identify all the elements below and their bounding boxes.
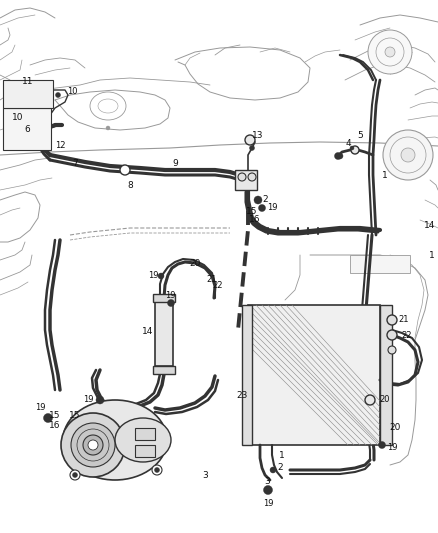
Text: 2: 2 bbox=[277, 464, 283, 472]
Text: 12: 12 bbox=[55, 141, 65, 149]
Circle shape bbox=[258, 205, 265, 212]
Bar bbox=[135, 445, 155, 457]
Circle shape bbox=[350, 146, 354, 150]
Text: 19: 19 bbox=[148, 271, 158, 279]
Circle shape bbox=[337, 153, 343, 159]
Circle shape bbox=[368, 30, 412, 74]
Text: 14: 14 bbox=[424, 221, 436, 230]
Text: 20: 20 bbox=[189, 259, 201, 268]
Bar bbox=[235, 170, 257, 190]
Circle shape bbox=[83, 435, 103, 455]
Text: 21: 21 bbox=[207, 276, 217, 285]
Circle shape bbox=[365, 395, 375, 405]
Text: 16: 16 bbox=[249, 215, 261, 224]
Bar bbox=[350, 255, 410, 273]
Text: 23: 23 bbox=[237, 391, 247, 400]
Bar bbox=[242, 305, 252, 445]
Text: 20: 20 bbox=[389, 424, 401, 432]
Text: 1: 1 bbox=[429, 251, 435, 260]
Text: 4: 4 bbox=[345, 139, 351, 148]
Circle shape bbox=[88, 440, 98, 450]
Circle shape bbox=[401, 148, 415, 162]
Text: 20: 20 bbox=[380, 395, 390, 405]
Circle shape bbox=[106, 126, 110, 130]
Circle shape bbox=[378, 441, 385, 448]
Text: 8: 8 bbox=[127, 181, 133, 190]
Ellipse shape bbox=[63, 400, 167, 480]
Circle shape bbox=[155, 467, 159, 472]
Text: 19: 19 bbox=[83, 395, 93, 405]
Text: 1: 1 bbox=[279, 450, 285, 459]
Circle shape bbox=[270, 467, 276, 473]
Circle shape bbox=[245, 135, 255, 145]
Text: 15: 15 bbox=[246, 207, 258, 216]
Circle shape bbox=[70, 470, 80, 480]
Text: 16: 16 bbox=[49, 421, 61, 430]
Text: 6: 6 bbox=[24, 125, 30, 134]
Circle shape bbox=[73, 472, 78, 478]
Circle shape bbox=[387, 315, 397, 325]
Text: 19: 19 bbox=[263, 498, 273, 507]
Circle shape bbox=[387, 330, 397, 340]
Circle shape bbox=[238, 173, 246, 181]
Text: 22: 22 bbox=[213, 281, 223, 290]
Circle shape bbox=[96, 396, 104, 404]
Circle shape bbox=[250, 146, 254, 150]
Text: 21: 21 bbox=[399, 316, 409, 325]
Bar bbox=[135, 428, 155, 440]
Circle shape bbox=[152, 465, 162, 475]
Circle shape bbox=[71, 423, 115, 467]
Text: 19: 19 bbox=[387, 443, 397, 453]
Text: 13: 13 bbox=[252, 131, 264, 140]
Bar bbox=[248, 305, 380, 445]
Text: 19: 19 bbox=[267, 204, 277, 213]
Text: 10: 10 bbox=[12, 112, 24, 122]
Bar bbox=[155, 298, 173, 366]
Text: 14: 14 bbox=[142, 327, 154, 336]
Text: 19: 19 bbox=[165, 290, 175, 300]
Circle shape bbox=[167, 300, 174, 306]
Bar bbox=[153, 366, 175, 374]
Text: 22: 22 bbox=[402, 330, 412, 340]
Circle shape bbox=[351, 146, 359, 154]
Circle shape bbox=[388, 346, 396, 354]
Text: 15: 15 bbox=[49, 410, 61, 419]
Circle shape bbox=[158, 273, 164, 279]
Circle shape bbox=[43, 414, 53, 423]
Circle shape bbox=[385, 47, 395, 57]
Text: 2: 2 bbox=[262, 196, 268, 205]
Circle shape bbox=[248, 173, 256, 181]
Circle shape bbox=[61, 413, 125, 477]
Text: 15: 15 bbox=[69, 410, 81, 419]
Circle shape bbox=[264, 486, 272, 495]
Circle shape bbox=[120, 165, 130, 175]
Text: 11: 11 bbox=[22, 77, 34, 86]
Circle shape bbox=[254, 196, 262, 204]
Bar bbox=[3, 108, 51, 150]
Text: 10: 10 bbox=[67, 87, 77, 96]
Text: 7: 7 bbox=[72, 158, 78, 167]
Text: 9: 9 bbox=[172, 158, 178, 167]
Bar bbox=[380, 305, 392, 445]
Bar bbox=[153, 294, 175, 302]
Circle shape bbox=[56, 93, 60, 98]
Ellipse shape bbox=[115, 418, 171, 462]
Text: 3: 3 bbox=[202, 471, 208, 480]
Text: 5: 5 bbox=[357, 131, 363, 140]
Circle shape bbox=[335, 152, 342, 159]
Bar bbox=[3, 80, 53, 108]
Text: 3: 3 bbox=[264, 478, 270, 487]
Circle shape bbox=[383, 130, 433, 180]
Text: 1: 1 bbox=[382, 171, 388, 180]
Text: 19: 19 bbox=[35, 403, 45, 413]
